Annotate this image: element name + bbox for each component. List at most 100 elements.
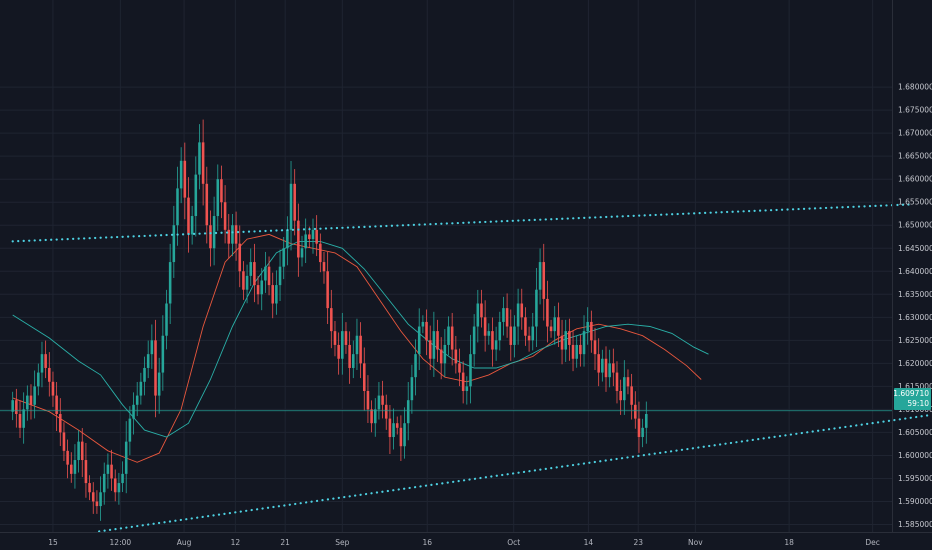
candle-body[interactable] bbox=[249, 262, 253, 276]
candle-body[interactable] bbox=[220, 179, 223, 203]
candle-body[interactable] bbox=[205, 183, 209, 226]
candle-body[interactable] bbox=[315, 229, 318, 244]
candle-body[interactable] bbox=[461, 372, 465, 391]
candle-body[interactable] bbox=[102, 473, 106, 493]
candle-body[interactable] bbox=[388, 418, 392, 438]
candle-body[interactable] bbox=[619, 390, 622, 401]
candle-body[interactable] bbox=[447, 326, 450, 345]
candle-body[interactable] bbox=[337, 344, 340, 359]
candle-body[interactable] bbox=[275, 285, 278, 304]
candle-body[interactable] bbox=[586, 321, 589, 332]
candle-body[interactable] bbox=[623, 377, 626, 401]
candle-body[interactable] bbox=[480, 303, 483, 318]
candle-body[interactable] bbox=[15, 400, 18, 415]
candle-body[interactable] bbox=[505, 308, 509, 327]
candle-body[interactable] bbox=[69, 464, 73, 474]
candle-body[interactable] bbox=[121, 473, 124, 484]
candle-body[interactable] bbox=[487, 331, 491, 336]
candle-body[interactable] bbox=[187, 197, 190, 235]
candle-body[interactable] bbox=[432, 331, 436, 359]
candle-body[interactable] bbox=[143, 367, 146, 382]
candle-body[interactable] bbox=[18, 414, 22, 428]
candle-body[interactable] bbox=[571, 344, 575, 359]
candle-body[interactable] bbox=[472, 326, 476, 355]
candle-body[interactable] bbox=[135, 395, 139, 405]
candle-body[interactable] bbox=[410, 377, 414, 401]
candle-body[interactable] bbox=[176, 188, 179, 226]
candle-body[interactable] bbox=[465, 386, 469, 391]
candle-body[interactable] bbox=[494, 340, 498, 350]
candle-body[interactable] bbox=[520, 303, 524, 318]
candle-body[interactable] bbox=[146, 354, 150, 368]
candle-body[interactable] bbox=[612, 363, 615, 373]
candle-body[interactable] bbox=[454, 349, 458, 364]
candle-body[interactable] bbox=[370, 409, 373, 424]
candle-body[interactable] bbox=[615, 372, 619, 391]
candle-body[interactable] bbox=[626, 377, 630, 387]
candle-body[interactable] bbox=[286, 229, 289, 249]
candle-body[interactable] bbox=[128, 418, 132, 442]
candle-body[interactable] bbox=[352, 354, 355, 368]
candle-body[interactable] bbox=[84, 460, 88, 484]
candle-body[interactable] bbox=[395, 423, 399, 428]
candle-body[interactable] bbox=[634, 404, 637, 419]
candle-body[interactable] bbox=[77, 441, 80, 461]
candle-body[interactable] bbox=[601, 358, 604, 373]
candles[interactable] bbox=[11, 119, 648, 521]
candle-body[interactable] bbox=[264, 266, 267, 281]
candle-body[interactable] bbox=[579, 344, 582, 355]
candle-body[interactable] bbox=[88, 483, 91, 493]
candle-body[interactable] bbox=[267, 266, 271, 286]
candle-body[interactable] bbox=[425, 321, 428, 341]
candle-body[interactable] bbox=[260, 280, 264, 295]
candle-body[interactable] bbox=[568, 331, 571, 345]
candle-body[interactable] bbox=[154, 340, 157, 396]
candle-body[interactable] bbox=[62, 432, 66, 451]
candle-body[interactable] bbox=[373, 409, 377, 424]
trendlines[interactable] bbox=[11, 203, 932, 533]
candle-body[interactable] bbox=[132, 404, 135, 419]
candle-body[interactable] bbox=[150, 340, 154, 355]
candle-body[interactable] bbox=[593, 340, 597, 355]
candle-body[interactable] bbox=[450, 326, 454, 350]
candle-body[interactable] bbox=[362, 363, 366, 391]
candle-body[interactable] bbox=[491, 331, 494, 350]
candle-body[interactable] bbox=[443, 344, 447, 364]
candle-body[interactable] bbox=[421, 321, 425, 327]
candle-body[interactable] bbox=[271, 285, 274, 304]
candle-body[interactable] bbox=[311, 229, 315, 240]
candle-body[interactable] bbox=[33, 386, 36, 405]
candle-body[interactable] bbox=[256, 285, 260, 295]
candle-body[interactable] bbox=[645, 414, 648, 428]
candle-body[interactable] bbox=[399, 427, 403, 447]
candle-body[interactable] bbox=[513, 326, 516, 345]
candle-body[interactable] bbox=[40, 354, 44, 373]
candle-body[interactable] bbox=[234, 225, 238, 244]
candle-body[interactable] bbox=[245, 275, 249, 290]
candle-body[interactable] bbox=[355, 335, 359, 355]
candle-body[interactable] bbox=[183, 160, 187, 198]
candle-body[interactable] bbox=[524, 317, 527, 336]
candle-body[interactable] bbox=[417, 326, 421, 355]
candle-body[interactable] bbox=[139, 381, 143, 396]
candle-body[interactable] bbox=[414, 354, 417, 378]
candle-body[interactable] bbox=[37, 372, 40, 387]
candle-body[interactable] bbox=[330, 308, 333, 332]
candle-body[interactable] bbox=[194, 174, 198, 217]
candle-body[interactable] bbox=[403, 423, 406, 447]
candle-body[interactable] bbox=[300, 248, 304, 258]
candle-body[interactable] bbox=[637, 418, 641, 438]
candle-body[interactable] bbox=[384, 404, 388, 419]
candle-body[interactable] bbox=[377, 395, 381, 410]
candle-body[interactable] bbox=[26, 395, 29, 410]
candle-body[interactable] bbox=[641, 427, 644, 438]
candle-body[interactable] bbox=[179, 160, 183, 189]
candle-body[interactable] bbox=[242, 271, 245, 290]
candle-body[interactable] bbox=[165, 303, 168, 336]
candle-body[interactable] bbox=[604, 358, 608, 378]
candle-body[interactable] bbox=[608, 363, 611, 378]
candle-body[interactable] bbox=[297, 220, 300, 258]
candle-body[interactable] bbox=[11, 400, 14, 412]
candle-body[interactable] bbox=[560, 335, 564, 350]
candle-body[interactable] bbox=[516, 303, 520, 327]
